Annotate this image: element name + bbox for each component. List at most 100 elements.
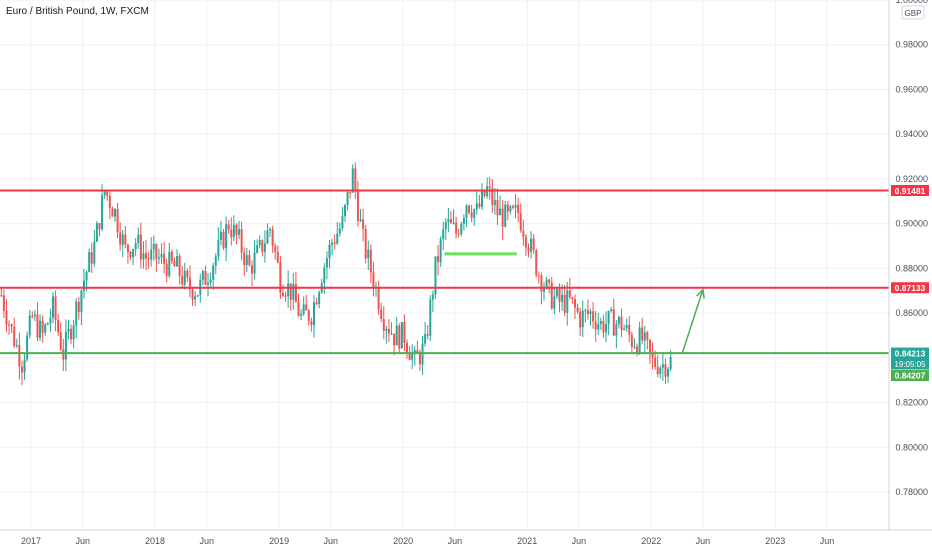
candle[interactable] <box>168 251 171 276</box>
candle[interactable] <box>413 350 416 354</box>
candle[interactable] <box>338 228 341 234</box>
candle[interactable] <box>468 205 471 213</box>
candle[interactable] <box>126 244 129 253</box>
candle[interactable] <box>20 366 23 373</box>
candle[interactable] <box>18 345 21 367</box>
candle[interactable] <box>457 233 460 235</box>
candle[interactable] <box>473 209 476 218</box>
candle[interactable] <box>579 311 582 328</box>
candle[interactable] <box>39 320 42 338</box>
candle[interactable] <box>300 314 303 316</box>
candle[interactable] <box>455 222 458 234</box>
candle[interactable] <box>10 324 13 327</box>
candle[interactable] <box>462 218 465 224</box>
candle[interactable] <box>517 204 520 214</box>
candle[interactable] <box>181 275 184 285</box>
candle[interactable] <box>292 284 295 300</box>
candle[interactable] <box>77 301 80 312</box>
candle[interactable] <box>483 190 486 197</box>
candle[interactable] <box>641 327 644 341</box>
candle[interactable] <box>359 219 362 221</box>
candle[interactable] <box>253 252 256 274</box>
candle[interactable] <box>434 256 437 295</box>
candle[interactable] <box>8 324 11 326</box>
candle[interactable] <box>617 316 620 324</box>
candle[interactable] <box>390 333 393 335</box>
candle[interactable] <box>540 275 543 292</box>
candle[interactable] <box>62 349 65 360</box>
candle[interactable] <box>550 282 553 309</box>
candle[interactable] <box>188 277 191 290</box>
candle[interactable] <box>289 283 292 300</box>
candle[interactable] <box>514 204 517 208</box>
candle[interactable] <box>183 270 186 285</box>
candle[interactable] <box>93 241 96 264</box>
candle[interactable] <box>266 230 269 244</box>
candle[interactable] <box>418 353 421 365</box>
candle[interactable] <box>302 304 305 315</box>
candle[interactable] <box>403 322 406 343</box>
candle[interactable] <box>243 252 246 266</box>
candle[interactable] <box>145 253 148 259</box>
candle[interactable] <box>191 289 194 300</box>
candle[interactable] <box>114 209 117 217</box>
candle[interactable] <box>287 283 290 297</box>
candle[interactable] <box>586 310 589 315</box>
candle[interactable] <box>599 320 602 325</box>
candle[interactable] <box>411 353 414 360</box>
candle[interactable] <box>605 323 608 333</box>
candle[interactable] <box>444 221 447 230</box>
candle[interactable] <box>134 243 137 250</box>
candle[interactable] <box>219 231 222 241</box>
candle[interactable] <box>294 284 297 303</box>
candle[interactable] <box>209 279 212 283</box>
candle[interactable] <box>380 309 383 320</box>
candle[interactable] <box>636 346 639 353</box>
candle[interactable] <box>248 255 251 266</box>
candle[interactable] <box>648 339 651 353</box>
candle[interactable] <box>667 368 670 377</box>
candle[interactable] <box>429 299 432 336</box>
candle[interactable] <box>480 190 483 207</box>
candle[interactable] <box>496 200 499 216</box>
candle[interactable] <box>506 204 509 212</box>
candle[interactable] <box>263 243 266 252</box>
candle[interactable] <box>382 319 385 331</box>
candle[interactable] <box>351 168 354 193</box>
candle[interactable] <box>449 219 452 224</box>
candle[interactable] <box>0 295 3 297</box>
candle[interactable] <box>269 229 272 231</box>
candle[interactable] <box>625 324 628 329</box>
candle[interactable] <box>395 325 398 346</box>
candle[interactable] <box>581 310 584 328</box>
candle[interactable] <box>305 304 308 311</box>
candle[interactable] <box>537 275 540 277</box>
candle[interactable] <box>176 256 179 267</box>
candle[interactable] <box>584 310 587 312</box>
candle[interactable] <box>315 302 318 304</box>
candle[interactable] <box>101 195 104 230</box>
candle[interactable] <box>336 233 339 244</box>
candle[interactable] <box>116 209 119 233</box>
candle[interactable] <box>165 263 168 276</box>
candle[interactable] <box>592 311 595 322</box>
candle[interactable] <box>331 242 334 245</box>
candle[interactable] <box>623 328 626 330</box>
candle[interactable] <box>258 240 261 246</box>
candle[interactable] <box>250 265 253 274</box>
candle[interactable] <box>33 314 36 317</box>
candle[interactable] <box>325 258 328 268</box>
candle[interactable] <box>5 311 8 325</box>
candle[interactable] <box>49 317 52 324</box>
candle[interactable] <box>530 238 533 252</box>
candle[interactable] <box>646 332 649 340</box>
candle[interactable] <box>566 290 569 313</box>
candle[interactable] <box>59 332 62 350</box>
candle[interactable] <box>111 208 114 217</box>
candle[interactable] <box>574 298 577 308</box>
candle[interactable] <box>553 296 556 309</box>
candle[interactable] <box>170 251 173 262</box>
candle[interactable] <box>488 186 491 188</box>
candle[interactable] <box>594 321 597 330</box>
candle[interactable] <box>132 249 135 258</box>
